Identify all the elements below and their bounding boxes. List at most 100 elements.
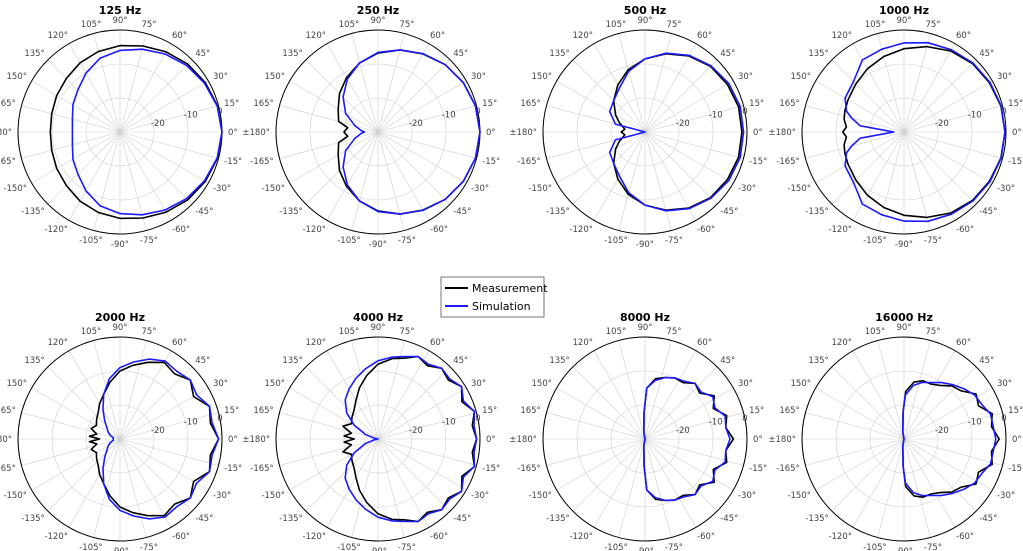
angle-tick-label: -45° (195, 207, 213, 217)
angular-grid-line (556, 80, 646, 133)
angular-grid-line (119, 438, 209, 491)
angular-grid-line (119, 350, 172, 440)
chart-title: 125 Hz (99, 4, 141, 17)
angular-grid-line (326, 438, 379, 528)
angle-tick-label: 75° (399, 327, 414, 337)
angular-grid-line (21, 131, 121, 159)
angular-grid-line (556, 387, 646, 440)
angular-grid-line (572, 438, 646, 512)
angular-grid-line (119, 412, 219, 440)
angle-tick-label: -75° (140, 236, 158, 246)
chart-title: 250 Hz (357, 4, 399, 17)
angle-tick-label: 0° (1012, 128, 1022, 138)
angle-tick-label: 60° (697, 338, 712, 348)
angle-tick-label: 30° (213, 72, 228, 82)
angle-tick-label: -150° (528, 491, 552, 501)
angular-grid-line (377, 438, 467, 491)
angular-grid-line (903, 438, 956, 528)
angle-tick-label: 105° (339, 20, 359, 30)
angle-tick-label: -45° (979, 514, 997, 524)
angular-grid-line (815, 438, 905, 491)
angle-tick-label: -60° (697, 532, 715, 542)
angle-tick-label: 45° (720, 49, 735, 59)
angle-tick-label: -165° (776, 464, 800, 474)
polar-chart: -20 -10 0 0° 15° 30° 45° 60° 75° 90° 105° 120° 135° 1… (0, 311, 242, 551)
angle-tick-label: 0° (228, 128, 238, 138)
angle-tick-label: ±180° (0, 128, 12, 138)
angle-tick-label: 135° (24, 49, 44, 59)
angle-tick-label: 30° (738, 379, 753, 389)
chart-title: 4000 Hz (353, 311, 403, 324)
angle-tick-label: -150° (3, 184, 27, 194)
legend-simulation-label: Simulation (472, 300, 531, 313)
angle-tick-label: -90° (636, 547, 654, 551)
angular-grid-line (377, 412, 477, 440)
angular-grid-line (644, 438, 718, 512)
radial-tick-label: 0 (1001, 107, 1006, 117)
angular-grid-line (903, 438, 931, 538)
polar-frame (17, 336, 223, 542)
angle-tick-label: -30° (213, 184, 231, 194)
measurement-series-line (88, 361, 220, 517)
chart-title: 1000 Hz (879, 4, 929, 17)
angular-grid-line (377, 33, 405, 133)
angle-tick-label: -15° (1008, 157, 1023, 167)
angular-grid-line (377, 80, 467, 133)
angular-grid-line (618, 340, 646, 440)
angle-tick-label: -150° (787, 491, 811, 501)
angular-grid-line (644, 131, 697, 221)
angle-tick-label: -30° (738, 491, 756, 501)
angle-tick-label: -15° (224, 464, 242, 474)
angular-grid-line (903, 131, 931, 231)
angle-tick-label: -150° (528, 184, 552, 194)
angle-tick-label: 30° (997, 72, 1012, 82)
simulation-series-line (102, 358, 220, 520)
angle-tick-label: -45° (453, 514, 471, 524)
angular-grid-line (805, 412, 905, 440)
angular-grid-line (326, 350, 379, 440)
angular-grid-line (351, 340, 379, 440)
angle-tick-label: 60° (172, 338, 187, 348)
polar-chart: -20 -10 0 0° 15° 30° 45° 60° 75° 90° 105° 120° 135° 1… (242, 4, 500, 250)
angle-tick-label: 120° (573, 338, 593, 348)
angular-grid-line (572, 366, 646, 440)
radial-tick-label: -10 (442, 417, 456, 427)
chart-title: 2000 Hz (95, 311, 145, 324)
radial-tick-label: -20 (935, 426, 949, 436)
angular-grid-line (119, 131, 147, 231)
angle-tick-label: -165° (776, 157, 800, 167)
angle-tick-label: 15° (749, 99, 764, 109)
angular-grid-line (644, 131, 718, 205)
angle-tick-label: -90° (369, 240, 387, 250)
angle-tick-label: 0° (1012, 435, 1022, 445)
legend: Measurement Simulation (440, 276, 548, 318)
angular-grid-line (326, 131, 379, 221)
radial-tick-label: -20 (935, 119, 949, 129)
angle-tick-label: 135° (282, 356, 302, 366)
polar-frame (801, 336, 1007, 542)
angle-tick-label: 165° (779, 99, 799, 109)
chart-title: 16000 Hz (875, 311, 933, 324)
angular-grid-line (47, 131, 121, 205)
angle-tick-label: -60° (956, 225, 974, 235)
simulation-series-line (344, 355, 478, 523)
angular-grid-line (805, 105, 905, 133)
angle-tick-label: -75° (398, 236, 416, 246)
angular-grid-line (377, 43, 430, 133)
angular-grid-line (377, 105, 477, 133)
angular-grid-line (119, 438, 172, 528)
angle-tick-label: 75° (666, 20, 681, 30)
angle-tick-label: -150° (261, 184, 285, 194)
angle-tick-label: 90° (370, 323, 385, 333)
angular-grid-line (903, 131, 993, 184)
angle-tick-label: 75° (925, 327, 940, 337)
angular-grid-line (377, 131, 477, 159)
angle-tick-label: 120° (832, 338, 852, 348)
radial-tick-label: 0 (742, 414, 747, 424)
angle-tick-label: 30° (471, 72, 486, 82)
angle-tick-label: -105° (604, 543, 628, 551)
angular-grid-line (377, 131, 467, 184)
angular-grid-line (903, 438, 993, 491)
angular-grid-line (31, 387, 121, 440)
angle-tick-label: 60° (430, 338, 445, 348)
